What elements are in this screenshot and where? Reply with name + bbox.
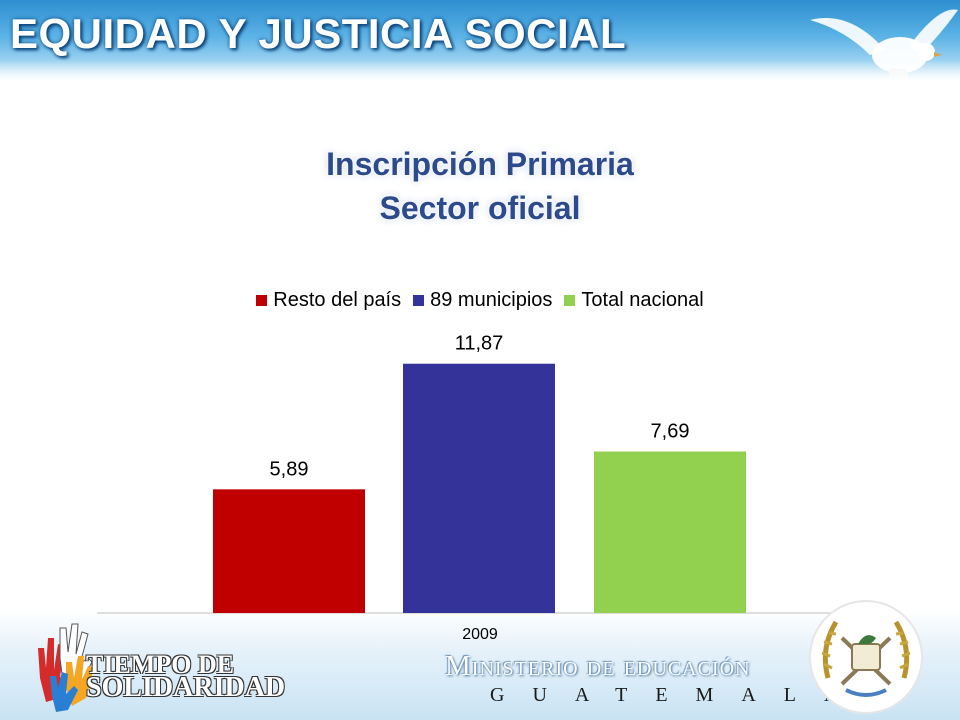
data-label-0: 5,89 xyxy=(270,458,309,480)
legend-swatch-resto xyxy=(256,295,268,306)
legend-item-resto: Resto del país xyxy=(256,289,401,312)
chart-title-line-1: Inscripción Primaria xyxy=(326,146,634,182)
chart-legend: Resto del país 89 municipios Total nacio… xyxy=(0,289,960,312)
data-label-1: 11,87 xyxy=(455,333,504,355)
logo-text-solidaridad: SOLIDARIDAD xyxy=(86,672,286,703)
tiempo-de-solidaridad-logo xyxy=(38,623,94,712)
header-banner: EQUIDAD Y JUSTICIA SOCIAL xyxy=(0,0,960,82)
chart-title-line-2: Sector oficial xyxy=(379,190,581,226)
x-axis-category-label: 2009 xyxy=(462,626,498,643)
legend-label-resto: Resto del país xyxy=(273,289,402,311)
guatemala-coat-of-arms-icon xyxy=(809,600,923,714)
legend-label-89-municipios: 89 municipios xyxy=(430,289,553,311)
header-title: EQUIDAD Y JUSTICIA SOCIAL xyxy=(10,10,627,57)
bar-2 xyxy=(594,451,746,613)
legend-item-total-nacional: Total nacional xyxy=(564,289,704,312)
bar-1 xyxy=(403,363,555,613)
data-label-2: 7,69 xyxy=(651,421,690,443)
bar-0 xyxy=(213,489,365,613)
ministry-country: GUATEMALA xyxy=(490,684,867,706)
legend-swatch-89-municipios xyxy=(413,295,425,306)
logo-text-tiempo: TIEMPO DE xyxy=(86,650,235,679)
legend-item-89-municipios: 89 municipios xyxy=(413,289,552,312)
ministry-name: Ministerio de educación xyxy=(445,650,751,682)
legend-label-total-nacional: Total nacional xyxy=(581,289,704,311)
footer-band xyxy=(0,610,960,720)
legend-swatch-total-nacional xyxy=(564,295,576,306)
